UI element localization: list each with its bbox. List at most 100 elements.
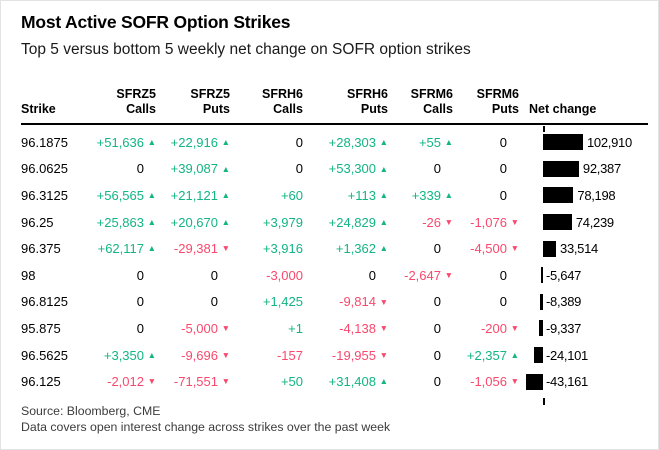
- value-cell-sfrz5_puts: -9,696 ▼: [181, 347, 230, 363]
- value-cell-sfrm6_puts: 0: [499, 161, 507, 177]
- value-cell-sfrz5_puts: 0: [210, 267, 218, 283]
- net-change-label: -24,101: [546, 347, 588, 363]
- up-triangle-icon: ▲: [379, 163, 388, 174]
- down-triangle-icon: ▼: [510, 376, 519, 387]
- strike-cell: 96.1875: [21, 134, 68, 150]
- value-cell-sfrh6_calls: +1,425: [262, 294, 303, 310]
- strike-cell: 96.5625: [21, 347, 68, 363]
- strike-cell: 96.0625: [21, 161, 68, 177]
- net-change-bar: [543, 134, 583, 151]
- net-change-cell: -24,101: [519, 347, 650, 364]
- down-triangle-icon: ▼: [379, 323, 388, 334]
- value-cell-sfrz5_calls: 0: [136, 320, 144, 336]
- table-row: 96.0625 0 +39,087 ▲ 0 +53,300 ▲ 0 0 92,387: [21, 156, 650, 183]
- strike-cell: 98: [21, 267, 36, 283]
- sofr-strikes-table: Strike SFRZ5 Calls SFRZ5 Puts SFRH6 Calls SFRH6…: [21, 87, 650, 405]
- value-cell-sfrm6_puts: -4,500 ▼: [470, 241, 519, 257]
- up-triangle-icon: ▲: [147, 349, 156, 360]
- value-cell-sfrz5_calls: 0: [136, 267, 144, 283]
- column-header-net_change: Net change: [529, 102, 597, 116]
- value-cell-sfrh6_puts: +24,829 ▲: [328, 214, 388, 230]
- up-triangle-icon: ▲: [221, 163, 230, 174]
- value-cell-sfrm6_calls: 0: [433, 294, 441, 310]
- value-cell-sfrh6_calls: +50: [280, 374, 303, 390]
- column-header-sfrz5_calls: SFRZ5 Calls: [116, 87, 156, 116]
- up-triangle-icon: ▲: [510, 349, 519, 360]
- strike-cell: 96.375: [21, 241, 61, 257]
- value-cell-sfrh6_puts: -4,138 ▼: [339, 320, 388, 336]
- up-triangle-icon: ▲: [379, 376, 388, 387]
- net-change-bar: [543, 187, 574, 204]
- value-cell-sfrm6_puts: 0: [499, 294, 507, 310]
- net-change-bar: [526, 373, 543, 390]
- net-change-bar: [533, 347, 543, 364]
- up-triangle-icon: ▲: [379, 190, 388, 201]
- table-row: 96.3125 +56,565 ▲ +21,121 ▲ +60 +113 ▲ +339 ▲ 0 78,…: [21, 182, 650, 209]
- value-cell-sfrh6_calls: +1: [288, 320, 303, 336]
- up-triangle-icon: ▲: [221, 216, 230, 227]
- zero-axis-tick-bottom: [543, 398, 545, 405]
- down-triangle-icon: ▼: [221, 376, 230, 387]
- table-row: 96.125 -2,012 ▼ -71,551 ▼ +50 +31,408 ▲ 0 -1,056 ▼…: [21, 368, 650, 395]
- value-cell-sfrm6_calls: 0: [433, 241, 441, 257]
- value-cell-sfrm6_puts: 0: [499, 134, 507, 150]
- value-cell-sfrz5_calls: -2,012 ▼: [107, 374, 156, 390]
- column-header-sfrm6_puts: SFRM6 Puts: [476, 87, 519, 116]
- net-change-cell: 33,514: [519, 240, 650, 257]
- value-cell-sfrm6_calls: -2,647 ▼: [404, 267, 453, 283]
- net-change-cell: 92,387: [519, 160, 650, 177]
- value-cell-sfrm6_puts: +2,357 ▲: [466, 347, 519, 363]
- value-cell-sfrz5_puts: +39,087 ▲: [170, 161, 230, 177]
- net-change-label: 92,387: [582, 161, 621, 177]
- up-triangle-icon: ▲: [379, 243, 388, 254]
- value-cell-sfrm6_puts: -1,056 ▼: [470, 374, 519, 390]
- value-cell-sfrh6_calls: -157: [276, 347, 303, 363]
- up-triangle-icon: ▲: [444, 137, 453, 148]
- up-triangle-icon: ▲: [221, 137, 230, 148]
- net-change-label: -9,337: [546, 320, 582, 336]
- value-cell-sfrh6_puts: -9,814 ▼: [339, 294, 388, 310]
- value-cell-sfrz5_calls: 0: [136, 294, 144, 310]
- column-header-sfrh6_puts: SFRH6 Puts: [347, 87, 388, 116]
- column-header-sfrm6_calls: SFRM6 Calls: [410, 87, 453, 116]
- value-cell-sfrh6_puts: +113 ▲: [347, 187, 388, 203]
- value-cell-sfrh6_calls: +3,979: [262, 214, 303, 230]
- value-cell-sfrz5_calls: +3,350 ▲: [103, 347, 156, 363]
- value-cell-sfrm6_puts: -200 ▼: [480, 320, 519, 336]
- down-triangle-icon: ▼: [147, 376, 156, 387]
- value-cell-sfrm6_calls: -26 ▼: [422, 214, 453, 230]
- value-cell-sfrh6_calls: +60: [280, 187, 303, 203]
- value-cell-sfrz5_puts: +22,916 ▲: [170, 134, 230, 150]
- value-cell-sfrh6_puts: -19,955 ▼: [331, 347, 388, 363]
- value-cell-sfrm6_puts: 0: [499, 187, 507, 203]
- strike-cell: 95.875: [21, 320, 61, 336]
- column-header-sfrh6_calls: SFRH6 Calls: [262, 87, 303, 116]
- down-triangle-icon: ▼: [221, 243, 230, 254]
- net-change-bar: [543, 214, 572, 231]
- value-cell-sfrh6_calls: +3,916: [262, 241, 303, 257]
- net-change-label: -43,161: [546, 374, 588, 390]
- value-cell-sfrz5_calls: +56,565 ▲: [96, 187, 156, 203]
- column-header-strike: Strike: [21, 102, 56, 116]
- value-cell-sfrz5_calls: +25,863 ▲: [96, 214, 156, 230]
- net-change-cell: 102,910: [519, 134, 650, 151]
- value-cell-sfrm6_calls: +339 ▲: [411, 187, 453, 203]
- down-triangle-icon: ▼: [444, 216, 453, 227]
- page-title: Most Active SOFR Option Strikes: [21, 12, 291, 32]
- value-cell-sfrm6_calls: +55 ▲: [418, 134, 453, 150]
- table-row: 98 0 0 -3,000 0 -2,647 ▼ 0 -5,647: [21, 262, 650, 289]
- net-change-cell: 74,239: [519, 214, 650, 231]
- down-triangle-icon: ▼: [221, 323, 230, 334]
- net-change-cell: 78,198: [519, 187, 650, 204]
- net-change-cell: -5,647: [519, 267, 650, 284]
- value-cell-sfrh6_calls: 0: [295, 161, 303, 177]
- net-change-bar: [543, 240, 557, 257]
- value-cell-sfrh6_puts: +53,300 ▲: [328, 161, 388, 177]
- net-change-cell: -43,161: [519, 373, 650, 390]
- value-cell-sfrh6_puts: +28,303 ▲: [328, 134, 388, 150]
- table-row: 95.875 0 -5,000 ▼ +1 -4,138 ▼ 0 -200 ▼ -9,337: [21, 315, 650, 342]
- value-cell-sfrz5_puts: -5,000 ▼: [181, 320, 230, 336]
- net-change-bar: [543, 160, 579, 177]
- value-cell-sfrm6_calls: 0: [433, 374, 441, 390]
